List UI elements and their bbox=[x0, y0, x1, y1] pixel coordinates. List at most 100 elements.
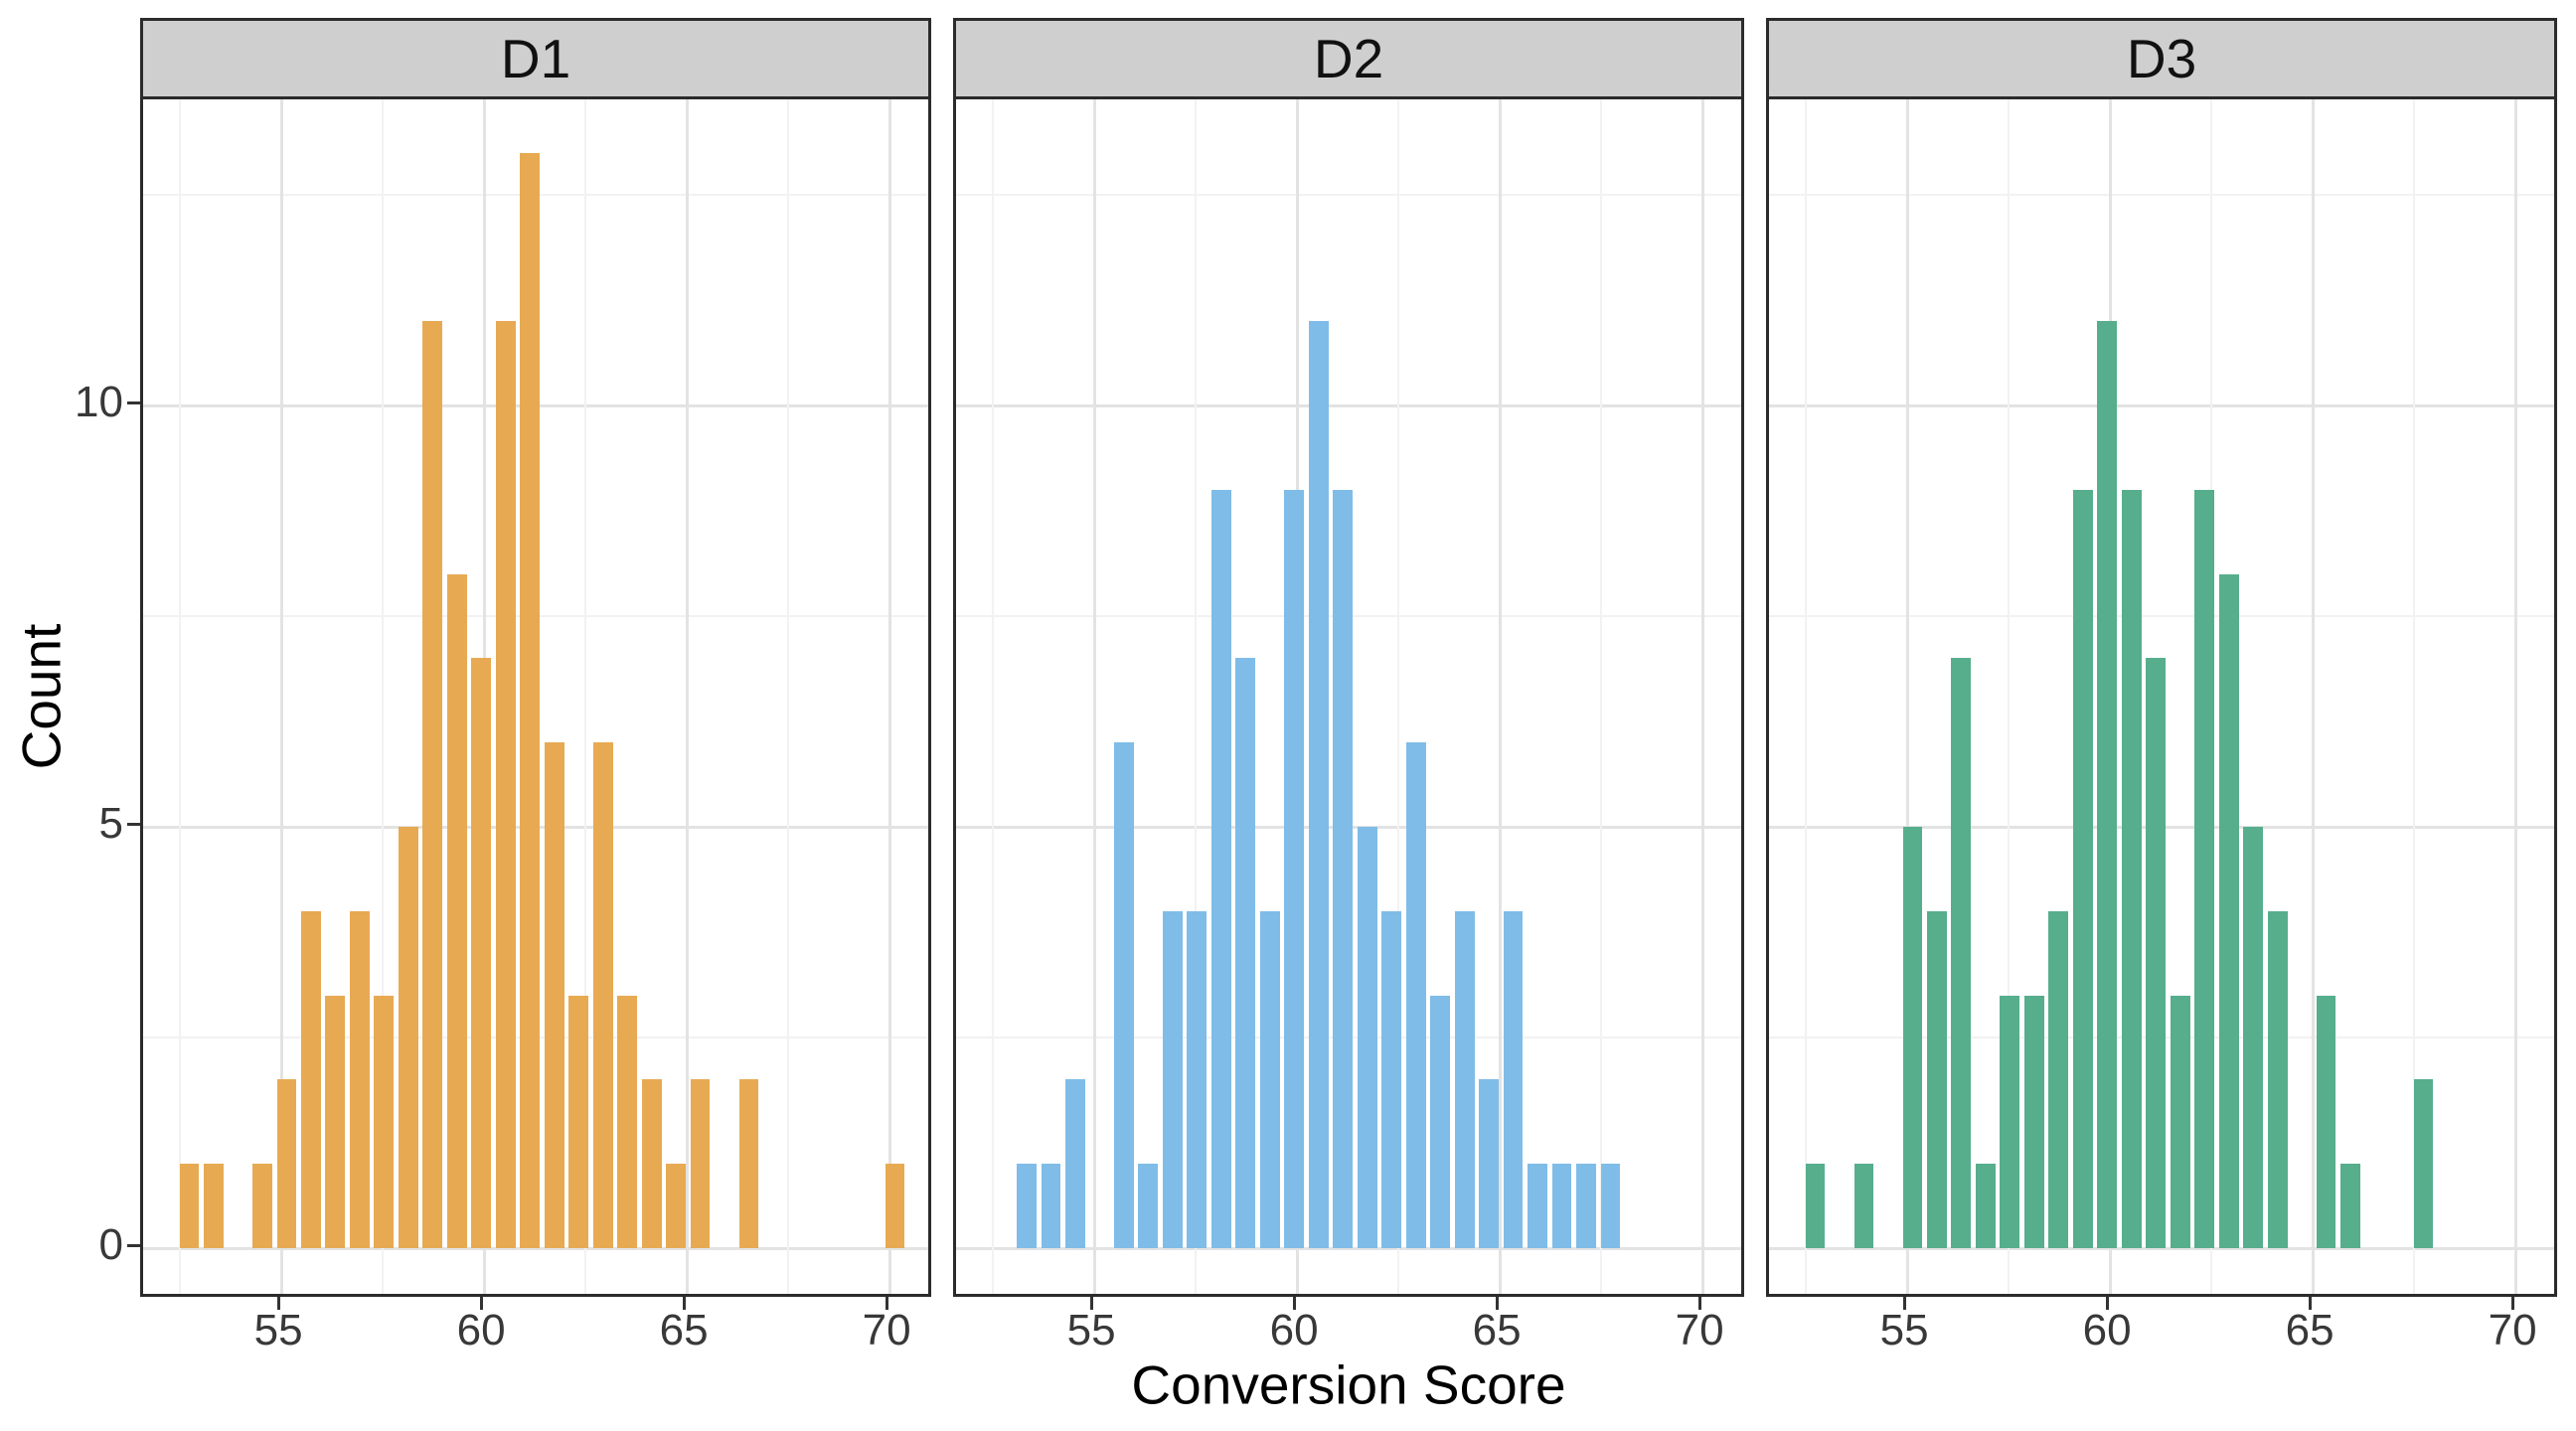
x-tick-label: 55 bbox=[253, 1306, 303, 1354]
histogram-bar bbox=[1551, 1164, 1572, 1248]
histogram-bar bbox=[1259, 910, 1280, 1248]
histogram-bar bbox=[617, 995, 638, 1248]
panel-plot-area bbox=[140, 96, 931, 1297]
panel-plot-area bbox=[953, 96, 1744, 1297]
histogram-bar bbox=[1951, 658, 1972, 1248]
x-tick-mark bbox=[1292, 1297, 1296, 1310]
histogram-bar bbox=[1017, 1164, 1037, 1248]
histogram-bar bbox=[1210, 489, 1231, 1248]
histogram-bar bbox=[2097, 321, 2118, 1248]
histogram-bar bbox=[666, 1164, 686, 1248]
y-tick-label: 10 bbox=[75, 378, 123, 426]
facet-strip: D3 bbox=[1766, 18, 2557, 99]
y-tick-mark bbox=[127, 1243, 140, 1247]
x-tick-mark bbox=[2510, 1297, 2514, 1310]
x-tick-label: 65 bbox=[1472, 1306, 1522, 1354]
histogram-bar bbox=[2121, 489, 2142, 1248]
x-tick-mark bbox=[885, 1297, 888, 1310]
histogram-bar bbox=[1235, 658, 1256, 1248]
gridline-horizontal-minor bbox=[1769, 194, 2554, 196]
gridline-vertical-minor bbox=[382, 99, 385, 1294]
gridline-horizontal-minor bbox=[1769, 615, 2554, 617]
histogram-bar bbox=[398, 827, 418, 1248]
histogram-bar bbox=[2267, 910, 2288, 1248]
histogram-bar bbox=[495, 321, 516, 1248]
x-tick-label: 60 bbox=[1269, 1306, 1319, 1354]
x-tick-label: 60 bbox=[2082, 1306, 2132, 1354]
x-tick-label: 55 bbox=[1879, 1306, 1929, 1354]
gridline-vertical-minor bbox=[787, 99, 790, 1294]
histogram-bar bbox=[1853, 1164, 1874, 1248]
histogram-bar bbox=[885, 1164, 905, 1248]
gridline-vertical-minor bbox=[992, 99, 995, 1294]
histogram-bar bbox=[1284, 489, 1305, 1248]
gridline-vertical-minor bbox=[584, 99, 587, 1294]
histogram-bar bbox=[204, 1164, 224, 1248]
facet-strip: D2 bbox=[953, 18, 1744, 99]
x-tick-label: 65 bbox=[659, 1306, 709, 1354]
histogram-bar bbox=[1975, 1164, 1996, 1248]
gridline-vertical-major bbox=[1498, 99, 1502, 1294]
histogram-bar bbox=[1114, 742, 1134, 1248]
x-tick-mark bbox=[1089, 1297, 1093, 1310]
x-tick-label: 65 bbox=[2285, 1306, 2334, 1354]
gridline-vertical-major bbox=[2311, 99, 2315, 1294]
gridline-horizontal-major bbox=[1769, 1246, 2554, 1250]
histogram-bar bbox=[1805, 1164, 1826, 1248]
gridline-vertical-minor bbox=[2413, 99, 2416, 1294]
histogram-bar bbox=[1405, 742, 1426, 1248]
histogram-bar bbox=[1927, 910, 1947, 1248]
histogram-bar bbox=[325, 995, 346, 1248]
histogram-bar bbox=[2170, 995, 2190, 1248]
histogram-bar bbox=[179, 1164, 200, 1248]
x-tick-label: 70 bbox=[2488, 1306, 2537, 1354]
gridline-horizontal-minor bbox=[956, 194, 1741, 196]
histogram-bar bbox=[2194, 489, 2215, 1248]
histogram-bar bbox=[1065, 1079, 1085, 1248]
histogram-bar bbox=[349, 910, 370, 1248]
x-tick-label: 55 bbox=[1066, 1306, 1116, 1354]
histogram-bar bbox=[520, 152, 541, 1248]
histogram-bar bbox=[1479, 1079, 1499, 1248]
histogram-bar bbox=[2048, 910, 2069, 1248]
histogram-bar bbox=[252, 1164, 272, 1248]
histogram-bar bbox=[2218, 573, 2239, 1248]
histogram-bar bbox=[301, 910, 321, 1248]
gridline-vertical-major bbox=[1092, 99, 1096, 1294]
x-tick-mark bbox=[1495, 1297, 1499, 1310]
y-tick-label: 5 bbox=[98, 799, 123, 848]
facet-strip-label: D2 bbox=[1313, 27, 1384, 89]
histogram-bar bbox=[2413, 1079, 2434, 1248]
facet-strip-label: D1 bbox=[500, 27, 571, 89]
histogram-bar bbox=[1576, 1164, 1596, 1248]
histogram-bar bbox=[1454, 910, 1475, 1248]
histogram-bar bbox=[1138, 1164, 1159, 1248]
histogram-bar bbox=[1430, 995, 1451, 1248]
x-tick-mark bbox=[479, 1297, 483, 1310]
histogram-bar bbox=[568, 995, 589, 1248]
histogram-bar bbox=[592, 742, 613, 1248]
histogram-bar bbox=[2340, 1164, 2360, 1248]
histogram-bar bbox=[690, 1079, 711, 1248]
y-axis-title: Count bbox=[10, 623, 73, 770]
histogram-bar bbox=[1333, 489, 1354, 1248]
gridline-vertical-minor bbox=[1397, 99, 1400, 1294]
x-tick-label: 60 bbox=[456, 1306, 506, 1354]
gridline-vertical-major bbox=[1700, 99, 1704, 1294]
histogram-bar bbox=[1902, 827, 1923, 1248]
histogram-bar bbox=[2316, 995, 2336, 1248]
x-tick-mark bbox=[276, 1297, 280, 1310]
histogram-bar bbox=[1503, 910, 1524, 1248]
gridline-vertical-minor bbox=[179, 99, 182, 1294]
y-tick-label: 0 bbox=[98, 1220, 123, 1269]
histogram-bar bbox=[1357, 827, 1377, 1248]
histogram-bar bbox=[2146, 658, 2167, 1248]
gridline-vertical-major bbox=[279, 99, 283, 1294]
gridline-horizontal-major bbox=[956, 403, 1741, 407]
gridline-vertical-minor bbox=[1805, 99, 1808, 1294]
histogram-bar bbox=[1041, 1164, 1061, 1248]
x-tick-mark bbox=[682, 1297, 686, 1310]
histogram-bar bbox=[1187, 910, 1208, 1248]
x-tick-mark bbox=[1902, 1297, 1906, 1310]
x-tick-mark bbox=[2308, 1297, 2312, 1310]
